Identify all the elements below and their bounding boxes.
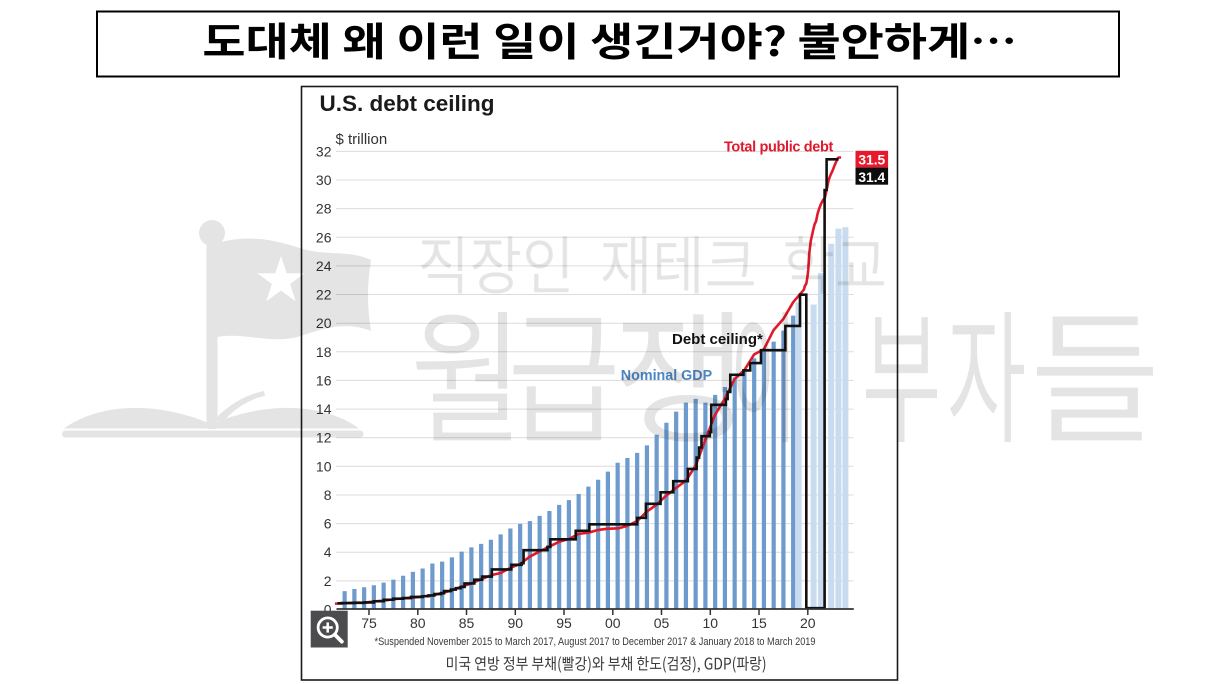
svg-text:6: 6 — [324, 516, 332, 532]
svg-text:10: 10 — [316, 458, 332, 474]
svg-text:90: 90 — [508, 615, 524, 631]
svg-text:20: 20 — [800, 615, 816, 631]
svg-text:75: 75 — [361, 615, 377, 631]
svg-text:31.5: 31.5 — [858, 152, 885, 167]
svg-text:26: 26 — [316, 229, 332, 245]
svg-text:80: 80 — [410, 615, 426, 631]
svg-text:30: 30 — [316, 172, 332, 188]
svg-text:00: 00 — [605, 615, 621, 631]
svg-text:8: 8 — [324, 487, 332, 503]
svg-text:95: 95 — [556, 615, 572, 631]
svg-text:4: 4 — [324, 544, 332, 560]
svg-text:Debt ceiling*: Debt ceiling* — [672, 331, 763, 348]
svg-text:Total public debt: Total public debt — [724, 140, 833, 156]
svg-text:15: 15 — [751, 615, 767, 631]
svg-text:*Suspended November 2015 to Ma: *Suspended November 2015 to March 2017, … — [375, 636, 816, 648]
svg-text:18: 18 — [316, 344, 332, 360]
svg-text:31.4: 31.4 — [858, 170, 885, 185]
svg-text:85: 85 — [459, 615, 475, 631]
svg-text:0: 0 — [324, 602, 332, 618]
svg-text:$ trillion: $ trillion — [336, 131, 388, 148]
svg-text:16: 16 — [316, 372, 332, 388]
svg-text:28: 28 — [316, 201, 332, 217]
svg-text:U.S. debt ceiling: U.S. debt ceiling — [320, 91, 495, 116]
svg-text:10: 10 — [703, 615, 719, 631]
svg-text:05: 05 — [654, 615, 670, 631]
svg-text:2: 2 — [324, 573, 332, 589]
svg-text:32: 32 — [316, 143, 332, 159]
